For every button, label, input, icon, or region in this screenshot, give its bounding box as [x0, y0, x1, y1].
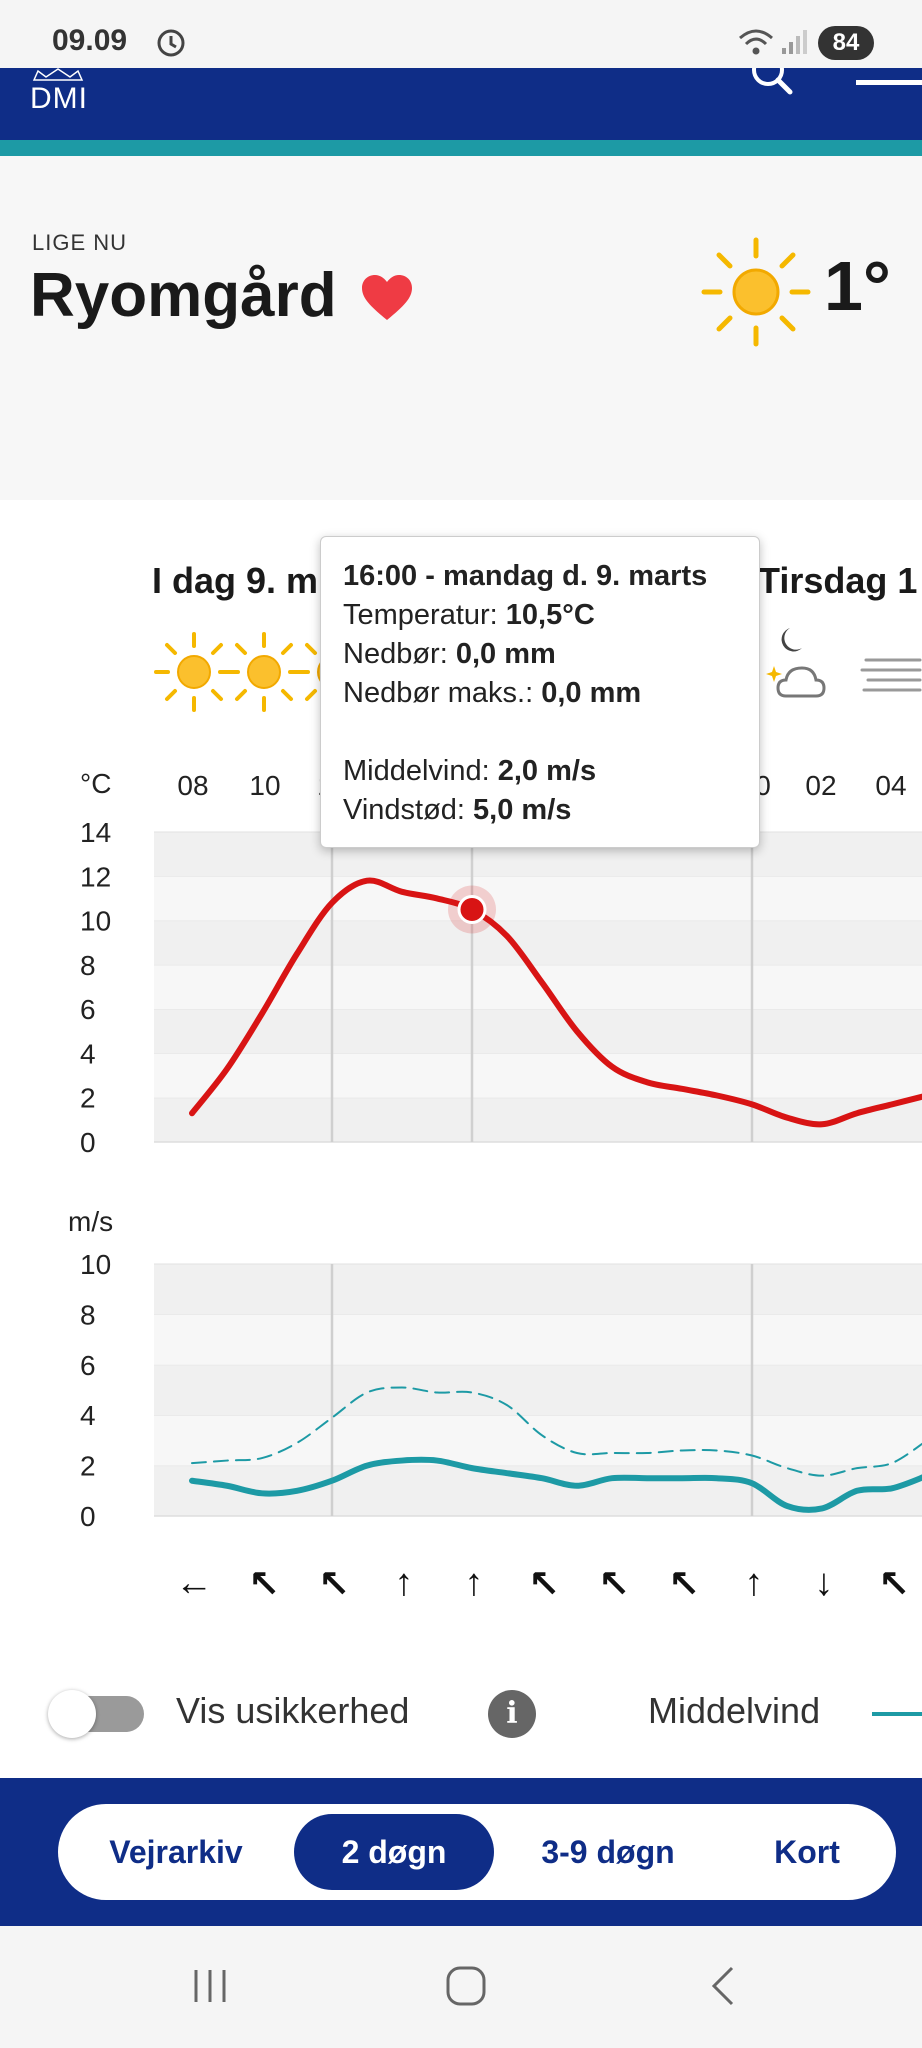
wind-direction-arrow: ↖: [878, 1564, 910, 1606]
sun-icon: [154, 632, 234, 712]
hover-point: [457, 895, 487, 924]
moon-cloud-icon: [766, 628, 826, 698]
menu-icon[interactable]: [856, 76, 922, 106]
wind-direction-arrow: ↓: [814, 1562, 834, 1604]
wind-direction-arrow: ↖: [528, 1564, 560, 1606]
temperature-chart: 14 12 10 8 6 4 2 0: [80, 817, 922, 1158]
wind-chart: 10 8 6 4 2 0: [80, 1249, 922, 1532]
signal-icon: [782, 30, 807, 54]
sun-icon: [224, 632, 304, 712]
header-accent-strip: [0, 140, 922, 156]
home-icon[interactable]: [442, 1962, 490, 2010]
status-bar: 09.09 84: [0, 0, 922, 68]
app-header: DMI: [0, 68, 922, 140]
hour-label: 10: [249, 770, 281, 801]
location-name: Ryomgård: [30, 261, 337, 330]
tab-vejrarkiv[interactable]: Vejrarkiv: [109, 1834, 243, 1870]
tooltip-wind: Middelvind: 2,0 m/s: [343, 755, 597, 787]
tooltip-precipitation-max: Nedbør maks.: 0,0 mm: [343, 677, 642, 709]
day-label-today: I dag 9. m: [152, 560, 319, 601]
y-tick-label: 14: [80, 817, 111, 848]
wind-direction-arrow: ↖: [248, 1564, 280, 1606]
y-tick-label: 4: [80, 1400, 96, 1431]
current-conditions: LIGE NU Ryomgård 1°: [0, 156, 922, 500]
y-tick-label: 8: [80, 1299, 96, 1330]
tab-3-9-dogn[interactable]: 3-9 døgn: [541, 1834, 675, 1870]
grid-band: [154, 1415, 922, 1466]
uncertainty-toggle-knob[interactable]: [48, 1690, 96, 1738]
wind-direction-arrow: ↖: [668, 1564, 700, 1606]
y-tick-label: 2: [80, 1451, 96, 1482]
grid-band: [154, 876, 922, 921]
heart-icon[interactable]: [360, 274, 414, 324]
grid-band: [154, 1009, 922, 1054]
y-tick-label: 2: [80, 1083, 96, 1114]
tab-kort[interactable]: Kort: [774, 1834, 840, 1870]
y-tick-label: 12: [80, 861, 111, 892]
grid-band: [154, 1053, 922, 1098]
y-tick-label: 0: [80, 1501, 96, 1532]
wind-axis-unit: m/s: [68, 1206, 114, 1237]
fog-icon: [860, 658, 922, 692]
hour-label: 08: [177, 770, 209, 801]
tab-2-dogn[interactable]: 2 døgn: [294, 1814, 494, 1890]
recents-icon[interactable]: [186, 1962, 234, 2010]
uncertainty-label[interactable]: Vis usikkerhed: [176, 1690, 410, 1731]
hour-label: 04: [875, 770, 907, 801]
back-icon[interactable]: [700, 1962, 748, 2010]
wind-direction-arrow: ↖: [598, 1564, 630, 1606]
grid-band: [154, 1314, 922, 1365]
dmi-logo[interactable]: DMI: [30, 82, 88, 115]
bottom-navigation: Vejrarkiv 2 døgn 3-9 døgn Kort: [0, 1778, 922, 1926]
temp-axis-unit: °C: [80, 768, 112, 799]
tooltip-title: 16:00 - mandag d. 9. marts: [343, 560, 708, 592]
status-time: 09.09: [52, 24, 128, 57]
battery-indicator: 84: [818, 26, 874, 60]
y-tick-label: 8: [80, 950, 96, 981]
wind-direction-arrow: ↑: [464, 1562, 484, 1604]
grid-band: [154, 1264, 922, 1315]
tooltip-temperature: Temperatur: 10,5°C: [343, 599, 595, 631]
nav-pill: Vejrarkiv 2 døgn 3-9 døgn Kort: [58, 1804, 896, 1900]
grid-band: [154, 1364, 922, 1416]
y-tick-label: 6: [80, 994, 96, 1025]
now-label: LIGE NU: [32, 230, 128, 255]
day-label-tomorrow: Tirsdag 1: [758, 560, 918, 601]
wind-direction-arrow: ↖: [318, 1564, 350, 1606]
legend-label: Middelvind: [648, 1690, 821, 1731]
wind-direction-arrow: ←: [175, 1562, 213, 1604]
sun-icon: [701, 237, 811, 347]
y-tick-label: 10: [80, 1249, 111, 1280]
info-icon[interactable]: i: [488, 1690, 536, 1738]
system-navigation: [0, 1926, 922, 2048]
y-tick-label: 10: [80, 906, 111, 937]
temperature-line: [189, 877, 922, 1128]
wind-direction-arrow: ↑: [744, 1562, 764, 1604]
y-tick-label: 6: [80, 1350, 96, 1381]
hour-label: 02: [805, 770, 837, 801]
current-temperature: 1°: [824, 247, 891, 325]
alarm-icon: [157, 29, 185, 57]
chart-tooltip: 16:00 - mandag d. 9. marts Temperatur: 1…: [320, 536, 760, 848]
search-icon[interactable]: [748, 68, 796, 98]
y-tick-label: 0: [80, 1127, 96, 1158]
gust-line: [191, 1386, 922, 1477]
grid-band: [154, 920, 922, 965]
crown-icon: [32, 68, 84, 81]
wifi-icon: [739, 29, 773, 55]
wind-direction-arrow: ↑: [394, 1562, 414, 1604]
y-tick-label: 4: [80, 1038, 96, 1069]
tooltip-precipitation: Nedbør: 0,0 mm: [343, 638, 556, 670]
tooltip-gust: Vindstød: 5,0 m/s: [343, 794, 572, 826]
mean-wind-line: [189, 1456, 922, 1513]
legend-line-swatch: [872, 1712, 922, 1716]
